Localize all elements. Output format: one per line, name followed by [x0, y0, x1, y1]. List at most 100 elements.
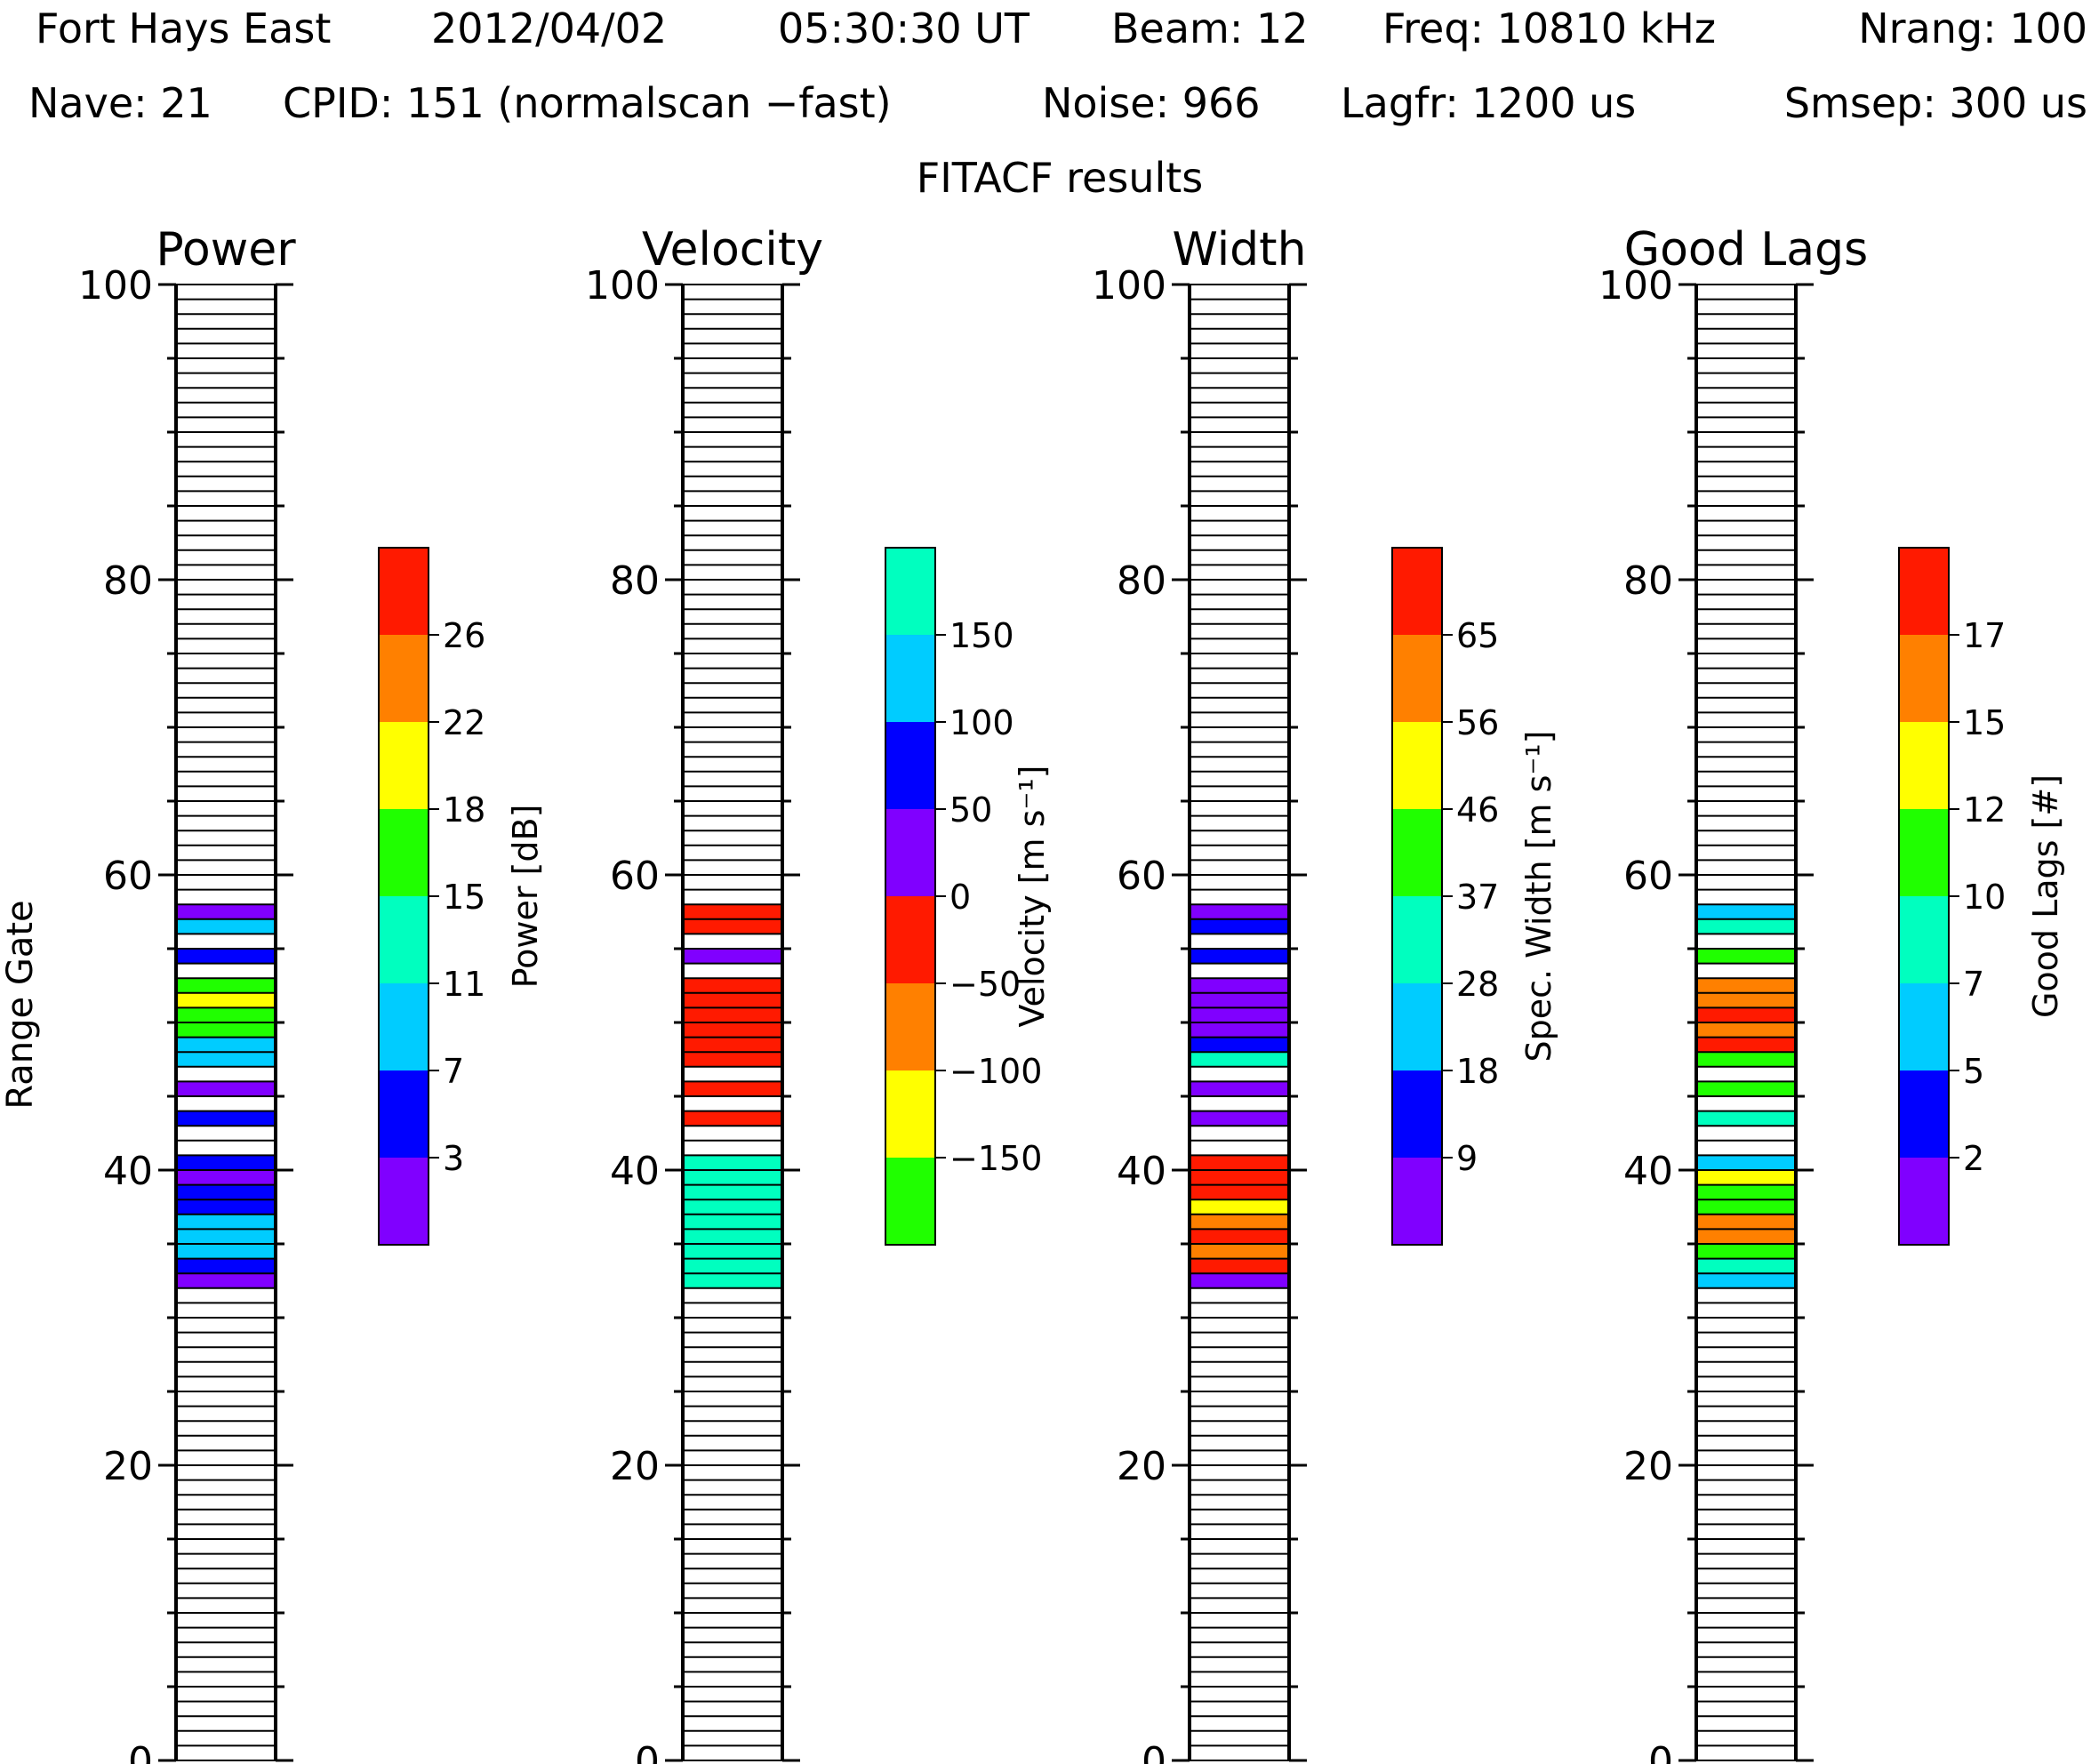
- panel-title: Good Lags: [1624, 223, 1868, 277]
- smsep-label: Smsep: 300 us: [1784, 79, 2087, 127]
- colorbar-box: [1392, 896, 1442, 983]
- header-line-2: Nave: 21 CPID: 151 (normalscan −fast) No…: [28, 79, 2087, 127]
- colorbar-tick-label: 18: [443, 790, 485, 830]
- gate-cell: [1190, 1214, 1289, 1230]
- colorbar-tick-label: 17: [1963, 616, 2006, 655]
- y-tick-label: 0: [1142, 1739, 1166, 1764]
- gate-cell: [1190, 1170, 1289, 1185]
- gate-cell: [683, 1273, 782, 1288]
- gate-cell: [683, 978, 782, 993]
- gate-cell: [176, 904, 276, 919]
- colorbar-tick-label: 0: [949, 878, 971, 917]
- colorbar-box: [1392, 1158, 1442, 1245]
- colorbar-label: Power [dB]: [506, 805, 545, 989]
- gate-cell: [683, 904, 782, 919]
- gate-cell: [1190, 1007, 1289, 1022]
- colorbar-box: [885, 983, 935, 1070]
- colorbar-tick-label: 22: [443, 703, 485, 742]
- gate-cell: [176, 1273, 276, 1288]
- colorbar-tick-label: 10: [1963, 878, 2006, 917]
- gate-cell: [1696, 978, 1796, 993]
- y-tick-label: 80: [1117, 558, 1166, 604]
- colorbar-tick-label: 11: [443, 965, 485, 1004]
- colorbar-box: [1392, 548, 1442, 635]
- gate-cell: [683, 918, 782, 934]
- gate-cell: [176, 1037, 276, 1053]
- y-tick-label: 0: [635, 1739, 660, 1764]
- gate-cell: [176, 918, 276, 934]
- y-tick-label: 20: [610, 1444, 660, 1489]
- y-tick-label: 100: [78, 263, 153, 309]
- colorbar-box: [1899, 635, 1949, 722]
- gate-cell: [1190, 949, 1289, 964]
- gate-cell: [1190, 992, 1289, 1008]
- colorbar-box: [885, 635, 935, 722]
- gate-cell: [1696, 1022, 1796, 1038]
- gate-cell: [683, 1111, 782, 1127]
- cpid-label: CPID: 151 (normalscan −fast): [283, 79, 892, 127]
- gate-cell: [176, 1199, 276, 1215]
- y-tick-label: 60: [103, 854, 153, 899]
- gate-cell: [683, 949, 782, 964]
- y-tick-label: 60: [610, 854, 660, 899]
- gate-cell: [1696, 1229, 1796, 1244]
- gate-cell: [1696, 1081, 1796, 1096]
- colorbar-box: [1392, 635, 1442, 722]
- gate-cell: [683, 1052, 782, 1067]
- colorbar-tick-label: 56: [1456, 703, 1499, 742]
- y-tick-label: 20: [103, 1444, 153, 1489]
- colorbar-tick-label: 65: [1456, 616, 1499, 655]
- colorbar-box: [1899, 1070, 1949, 1158]
- y-tick-label: 80: [103, 558, 153, 604]
- colorbar-box: [379, 635, 429, 722]
- gate-cell: [1190, 1199, 1289, 1215]
- y-tick-label: 40: [1117, 1149, 1166, 1194]
- colorbar-tick-label: 15: [1963, 703, 2006, 742]
- gate-cell: [1696, 1214, 1796, 1230]
- gate-cell: [1696, 1037, 1796, 1053]
- panel-title: Width: [1172, 223, 1306, 277]
- gate-cell: [176, 1111, 276, 1127]
- gate-cell: [1696, 1199, 1796, 1215]
- gate-cell: [176, 1052, 276, 1067]
- panel-width: Width 0 20 40 60 80 100 9 18 28 37 46 56 65 Spec. Widt…: [1092, 223, 1558, 1764]
- y-tick-label: 100: [585, 263, 660, 309]
- gate-cell: [176, 1244, 276, 1259]
- colorbar-box: [379, 722, 429, 809]
- panel-good-lags: Good Lags 0 20 40 60 80 100 2 5 7 10 12 15 17 Good Lag…: [1598, 223, 2065, 1764]
- colorbar-box: [1899, 896, 1949, 983]
- gate-cell: [683, 1037, 782, 1053]
- noise-label: Noise: 966: [1042, 79, 1261, 127]
- gate-cell: [683, 1170, 782, 1185]
- colorbar-box: [379, 1158, 429, 1245]
- colorbar-box: [1392, 722, 1442, 809]
- y-tick-label: 100: [1598, 263, 1673, 309]
- station-name: Fort Hays East: [36, 4, 331, 52]
- gate-cell: [1190, 1037, 1289, 1053]
- colorbar-box: [885, 722, 935, 809]
- colorbar-tick-label: 3: [443, 1139, 464, 1178]
- gate-cell: [176, 1007, 276, 1022]
- gate-cell: [683, 1022, 782, 1038]
- colorbar-label: Spec. Width [m s⁻¹]: [1519, 731, 1558, 1062]
- gate-cell: [683, 1244, 782, 1259]
- gate-cell: [176, 1155, 276, 1170]
- gate-cell: [1190, 1273, 1289, 1288]
- gate-cell: [1696, 1184, 1796, 1200]
- gate-cell: [1190, 1244, 1289, 1259]
- gate-cell: [1696, 949, 1796, 964]
- gate-cell: [1190, 978, 1289, 993]
- y-tick-label: 80: [610, 558, 660, 604]
- colorbar-tick-label: 7: [443, 1052, 464, 1091]
- colorbar-box: [885, 1158, 935, 1245]
- colorbar-box: [885, 548, 935, 635]
- colorbar-box: [1899, 548, 1949, 635]
- gate-cell: [683, 992, 782, 1008]
- colorbar-tick-label: 12: [1963, 790, 2006, 830]
- panel-power: Power 0 20 40 60 80 100 3 7 11 15 18 22 26 Power [dB]: [78, 223, 545, 1764]
- gate-cell: [1696, 1170, 1796, 1185]
- beam-label: Beam: 12: [1111, 4, 1309, 52]
- header-line-1: Fort Hays East 2012/04/02 05:30:30 UT Be…: [36, 4, 2087, 52]
- nave-label: Nave: 21: [28, 79, 212, 127]
